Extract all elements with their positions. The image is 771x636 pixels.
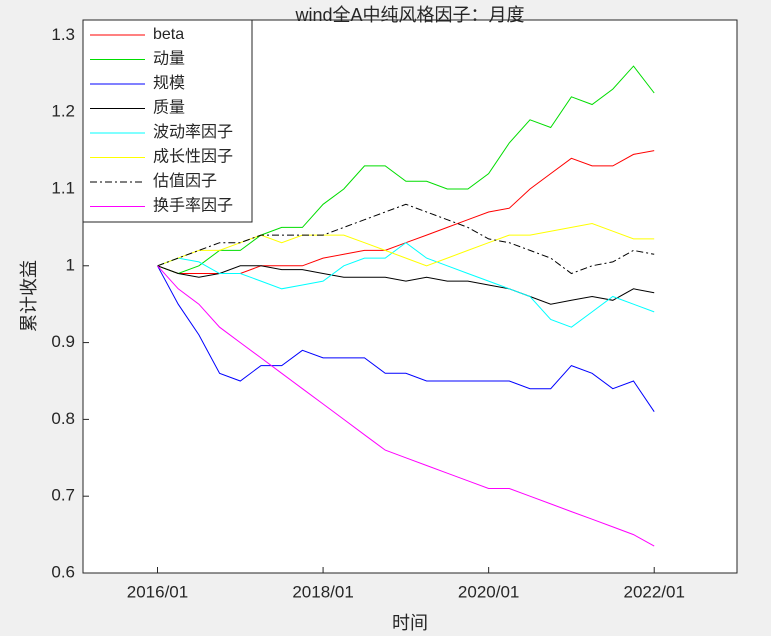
y-tick-label: 1.2	[51, 102, 75, 121]
x-tick-label: 2020/01	[458, 582, 519, 601]
y-tick-label: 0.6	[51, 562, 75, 581]
series-line	[157, 242, 655, 328]
legend-label: 估值因子	[153, 172, 217, 190]
series-line	[157, 265, 655, 547]
legend-label: 质量	[153, 99, 185, 117]
series-line	[157, 203, 655, 275]
legend-label: 换手率因子	[153, 197, 233, 215]
x-tick-label: 2018/01	[292, 582, 353, 601]
y-tick-label: 1	[66, 255, 75, 274]
series-line	[157, 265, 655, 412]
legend-label: 动量	[153, 50, 185, 68]
y-tick-label: 1.3	[51, 25, 75, 44]
chart-title: wind全A中纯风格因子：月度	[294, 5, 524, 25]
legend-label: 成长性因子	[153, 148, 233, 166]
series-line	[157, 65, 655, 275]
y-tick-label: 0.9	[51, 332, 75, 351]
series-line	[157, 265, 655, 305]
y-tick-label: 1.1	[51, 178, 75, 197]
legend-label: 规模	[153, 74, 185, 92]
y-tick-label: 0.8	[51, 409, 75, 428]
x-axis-label: 时间	[392, 613, 428, 633]
y-axis-label: 累计收益	[19, 260, 39, 332]
x-tick-label: 2016/01	[127, 582, 188, 601]
legend-box	[82, 19, 253, 223]
x-tick-label: 2022/01	[623, 582, 684, 601]
legend-label: 波动率因子	[153, 123, 233, 141]
legend-label: beta	[153, 26, 184, 43]
y-tick-label: 0.7	[51, 486, 75, 505]
